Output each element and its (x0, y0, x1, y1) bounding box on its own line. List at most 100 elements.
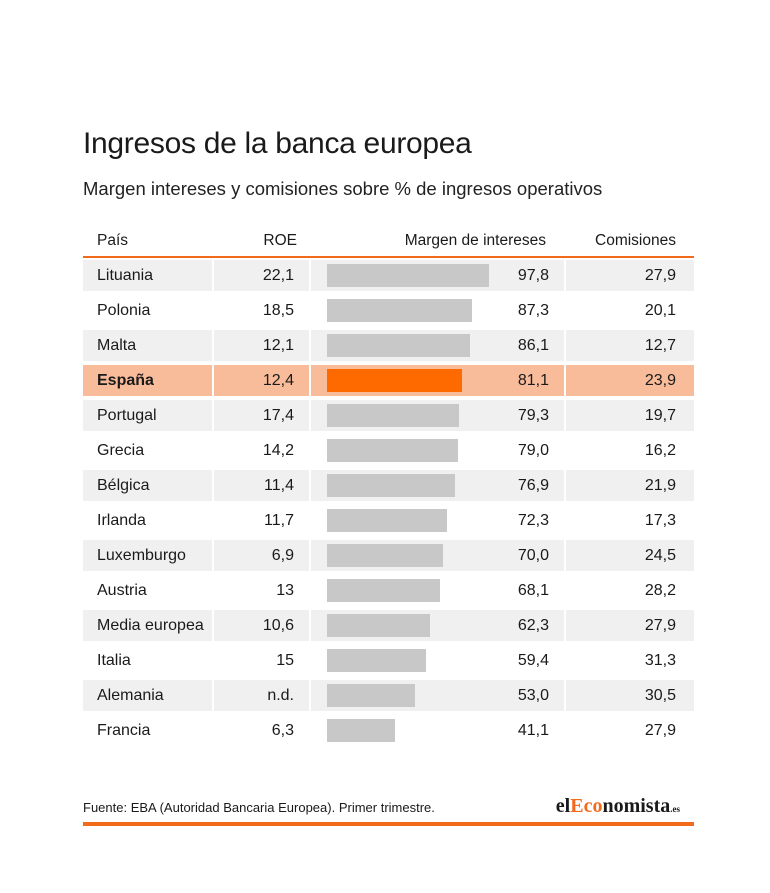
cell-comisiones: 12,7 (566, 330, 694, 361)
table-row: Austria 13 68,1 28,2 (83, 573, 694, 608)
chart-title: Ingresos de la banca europea (83, 127, 472, 160)
cell-margin: 70,0 (311, 540, 564, 571)
logo-accent: Eco (570, 795, 603, 817)
margin-bar (327, 544, 444, 567)
table-row: Grecia 14,2 79,0 16,2 (83, 433, 694, 468)
cell-comisiones: 24,5 (566, 540, 694, 571)
cell-pais: Polonia (83, 295, 212, 326)
country-label: Austria (97, 582, 147, 599)
cell-roe: n.d. (214, 680, 309, 711)
country-label: Polonia (97, 302, 151, 319)
table-row: Media europea 10,6 62,3 27,9 (83, 608, 694, 643)
table-row: Irlanda 11,7 72,3 17,3 (83, 503, 694, 538)
margin-value: 68,1 (517, 582, 549, 599)
cell-pais: Media europea (83, 610, 212, 641)
cell-roe: 6,9 (214, 540, 309, 571)
cell-roe: 6,3 (214, 715, 309, 746)
cell-roe: 13 (214, 575, 309, 606)
table-row: Italia 15 59,4 31,3 (83, 643, 694, 678)
cell-margin: 76,9 (311, 470, 564, 501)
cell-margin: 59,4 (311, 645, 564, 676)
logo-part: nomista (602, 795, 671, 817)
roe-value: 17,4 (262, 407, 294, 424)
table-body: Lituania 22,1 97,8 27,9 Polonia 18,5 87,3 20,1 M… (83, 258, 694, 748)
chart-subtitle: Margen intereses y comisiones sobre % de… (83, 178, 603, 199)
roe-value: 12,4 (262, 372, 294, 389)
cell-roe: 18,5 (214, 295, 309, 326)
country-label: Italia (97, 652, 131, 669)
margin-value: 97,8 (517, 267, 549, 284)
cell-comisiones: 19,7 (566, 400, 694, 431)
cell-pais: Luxemburgo (83, 540, 212, 571)
comisiones-value: 27,9 (644, 722, 676, 739)
margin-value: 86,1 (517, 337, 549, 354)
margin-bar (327, 369, 462, 392)
cell-roe: 11,4 (214, 470, 309, 501)
margin-value: 41,1 (517, 722, 549, 739)
comisiones-value: 31,3 (644, 652, 676, 669)
margin-bar (327, 404, 459, 427)
country-label: Luxemburgo (97, 547, 186, 564)
cell-pais: Austria (83, 575, 212, 606)
cell-margin: 87,3 (311, 295, 564, 326)
cell-pais: Malta (83, 330, 212, 361)
table-row: Polonia 18,5 87,3 20,1 (83, 293, 694, 328)
margin-bar (327, 299, 472, 322)
margin-bar (327, 264, 490, 287)
brand-logo: elEconomista.es (556, 795, 680, 818)
margin-value: 81,1 (517, 372, 549, 389)
country-label: Bélgica (97, 477, 150, 494)
cell-comisiones: 31,3 (566, 645, 694, 676)
margin-value: 53,0 (517, 687, 549, 704)
table-header: País ROE Margen de intereses Comisiones (83, 226, 694, 258)
cell-pais: Grecia (83, 435, 212, 466)
margin-value: 70,0 (517, 547, 549, 564)
cell-roe: 12,1 (214, 330, 309, 361)
cell-comisiones: 27,9 (566, 260, 694, 291)
logo-part: el (555, 795, 571, 817)
table-row: Francia 6,3 41,1 27,9 (83, 713, 694, 748)
margin-bar (327, 509, 448, 532)
margin-bar (327, 614, 431, 637)
roe-value: 11,4 (264, 477, 294, 494)
cell-pais: Irlanda (83, 505, 212, 536)
country-label: Grecia (97, 442, 145, 459)
cell-margin: 79,3 (311, 400, 564, 431)
logo-domain: .es (670, 804, 680, 814)
roe-value: 15 (276, 652, 294, 669)
cell-margin: 72,3 (311, 505, 564, 536)
margin-bar (327, 334, 470, 357)
cell-roe: 17,4 (214, 400, 309, 431)
margin-bar (327, 649, 426, 672)
margin-bar (327, 719, 396, 742)
roe-value: 11,7 (264, 512, 294, 529)
cell-roe: 10,6 (214, 610, 309, 641)
column-header-pais: País (97, 232, 129, 249)
country-label: Malta (97, 337, 137, 354)
margin-bar (327, 439, 459, 462)
cell-comisiones: 27,9 (566, 610, 694, 641)
cell-comisiones: 17,3 (566, 505, 694, 536)
cell-comisiones: 30,5 (566, 680, 694, 711)
comisiones-value: 12,7 (644, 337, 676, 354)
cell-roe: 22,1 (214, 260, 309, 291)
cell-margin: 81,1 (311, 365, 564, 396)
roe-value: 10,6 (262, 617, 294, 634)
table-row: Portugal 17,4 79,3 19,7 (83, 398, 694, 433)
comisiones-value: 27,9 (644, 267, 676, 284)
cell-pais: Italia (83, 645, 212, 676)
roe-value: 12,1 (262, 337, 294, 354)
cell-roe: 11,7 (214, 505, 309, 536)
comisiones-value: 27,9 (644, 617, 676, 634)
roe-value: 6,9 (271, 547, 294, 564)
cell-margin: 97,8 (311, 260, 564, 291)
cell-pais: Lituania (83, 260, 212, 291)
comisiones-value: 19,7 (644, 407, 676, 424)
source-note: Fuente: EBA (Autoridad Bancaria Europea)… (83, 800, 435, 815)
data-table: País ROE Margen de intereses Comisiones … (83, 226, 694, 748)
roe-value: 14,2 (262, 442, 294, 459)
cell-margin: 68,1 (311, 575, 564, 606)
country-label: Alemania (97, 687, 164, 704)
footer-rule (83, 822, 694, 826)
cell-margin: 62,3 (311, 610, 564, 641)
